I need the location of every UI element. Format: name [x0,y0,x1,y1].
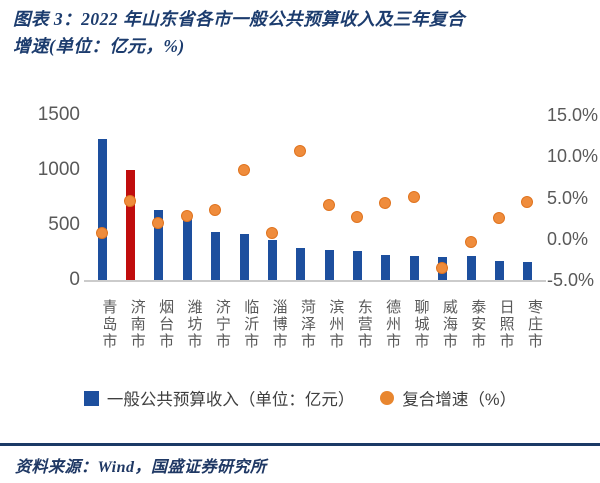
x-category-label: 威海市 [440,298,458,350]
x-category-label: 济南市 [128,298,146,350]
chart-column [514,115,542,280]
revenue-bar [239,233,249,280]
x-axis-line [84,280,546,282]
growth-dot [351,210,364,223]
right-axis-tick: -5.0% [547,270,595,290]
right-axis-tick: 0.0% [547,228,589,249]
revenue-bar [154,209,164,280]
chart-column [485,115,513,280]
chart-column [343,115,371,280]
chart-column [315,115,343,280]
revenue-bar [409,256,419,280]
revenue-bar [523,262,533,280]
growth-dot [152,216,165,229]
chart-column [429,115,457,280]
x-category-label: 东营市 [355,298,373,350]
revenue-bar [324,249,334,280]
x-category-label: 聊城市 [412,298,430,350]
chart-column [287,115,315,280]
x-category-label: 青岛市 [100,298,118,350]
figure-title-line1: 图表 3：2022 年山东省各市一般公共预算收入及三年复合 [13,9,465,29]
legend-item-revenue: 一般公共预算收入（单位：亿元） [83,386,355,410]
revenue-bar [353,251,363,280]
x-category-label: 泰安市 [469,298,487,350]
growth-dot [265,227,278,240]
growth-dot [407,191,420,204]
left-axis-tick: 500 [48,214,80,235]
legend-revenue-label: 一般公共预算收入（单位：亿元） [106,391,355,409]
x-axis-labels: 青岛市 济南市 烟台市 潍坊市 济宁市 临沂市 淄博市 菏泽市 滨州市 东营市 德州市 聊城市 威海市泰… [88,288,543,360]
chart-column [202,115,230,280]
revenue-bar [296,247,306,280]
x-category-label: 济宁市 [213,298,231,350]
growth-dot [95,226,108,239]
orange-dot-icon [380,391,395,405]
revenue-bar [126,170,136,280]
chart-column [145,115,173,280]
growth-dot [492,211,505,224]
plot-area [88,115,542,280]
chart-column [457,115,485,280]
growth-dot [209,204,222,217]
chart-column [230,115,258,280]
left-axis-tick: 1000 [37,159,80,180]
growth-dot [294,144,307,157]
chart-legend: 一般公共预算收入（单位：亿元） 复合增速（%） [30,386,570,410]
revenue-bar [466,255,476,280]
source-note: 资料来源：Wind，国盛证券研究所 [15,459,267,476]
legend-item-growth: 复合增速（%） [380,386,516,410]
figure-title: 图表 3：2022 年山东省各市一般公共预算收入及三年复合 增速(单位：亿元，%… [13,6,591,60]
left-axis-tick: 0 [69,269,80,290]
revenue-bar [267,239,277,280]
revenue-bar [97,139,107,280]
x-category-label: 淄博市 [270,298,288,350]
x-category-label: 枣庄市 [526,298,543,350]
x-category-label: 滨州市 [327,298,345,350]
growth-dot [379,196,392,209]
x-category-label: 德州市 [384,298,402,350]
revenue-bar [211,232,221,280]
revenue-bar [494,260,504,280]
blue-square-icon [83,390,99,406]
right-axis-tick: 15.0% [547,105,599,125]
x-category-label: 临沂市 [242,298,260,350]
growth-dot [521,196,534,209]
footer-divider [0,443,600,446]
chart-column [400,115,428,280]
chart-column [258,115,286,280]
growth-dot [124,195,137,208]
growth-dot [180,210,193,223]
growth-dot [464,235,477,248]
growth-dot [436,262,449,275]
x-category-label: 菏泽市 [299,298,316,350]
growth-dot [237,163,250,176]
revenue-bar [182,215,192,280]
figure-title-line2: 增速(单位：亿元，%) [13,36,185,56]
revenue-bar [381,254,391,280]
legend-growth-label: 复合增速（%） [402,391,517,409]
right-axis-tick: 10.0% [547,146,599,167]
left-axis-tick: 1500 [37,104,80,125]
x-category-label: 潍坊市 [185,298,203,350]
growth-dot [322,199,335,212]
chart-column [116,115,144,280]
right-axis-tick: 5.0% [547,187,589,208]
chart-column [372,115,400,280]
x-category-label: 烟台市 [157,298,175,350]
chart-column [88,115,116,280]
x-category-label: 日照市 [497,298,515,350]
chart-column [173,115,201,280]
